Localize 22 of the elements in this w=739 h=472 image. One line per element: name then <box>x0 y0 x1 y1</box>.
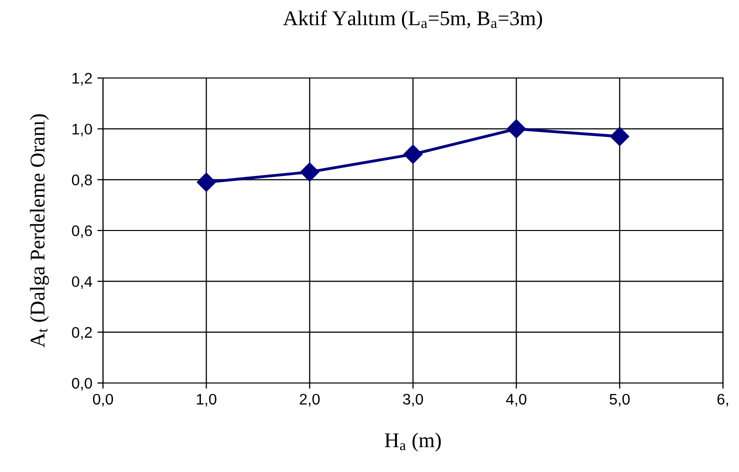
x-tick-label: 0,0 <box>92 394 114 406</box>
y-tick-label: 0,2 <box>72 327 92 340</box>
x-axis-title: H$_{a}$ (m) <box>384 432 441 452</box>
x-tick-label: 4,0 <box>506 394 526 406</box>
x-tick-label: 6, <box>717 394 728 406</box>
y-tick-label: 0,8 <box>72 174 92 188</box>
y-tick-label: 0,6 <box>72 225 92 238</box>
point <box>506 119 526 138</box>
y-tick-label: 0,4 <box>72 276 92 289</box>
chart-title: Aktif Yalıtım (L$_{a}$=5m, B$_{a}$=3m) <box>283 10 542 30</box>
point <box>196 172 216 192</box>
point <box>610 126 630 146</box>
x-tick-label: 3,0 <box>402 394 424 406</box>
x-tick-label: 5,0 <box>610 394 630 406</box>
y-tick-label: 1,0 <box>72 124 92 136</box>
x-tick-label: 2,0 <box>300 394 320 406</box>
y-axis-title: A$_{t}$ (Dalga Perdeleme Oranı) <box>30 114 49 348</box>
point <box>300 162 320 182</box>
x-tick-label: 1,0 <box>196 394 216 406</box>
point <box>403 144 423 164</box>
y-tick-label: 1,2 <box>72 72 92 86</box>
y-tick-label: 0,0 <box>72 378 92 390</box>
